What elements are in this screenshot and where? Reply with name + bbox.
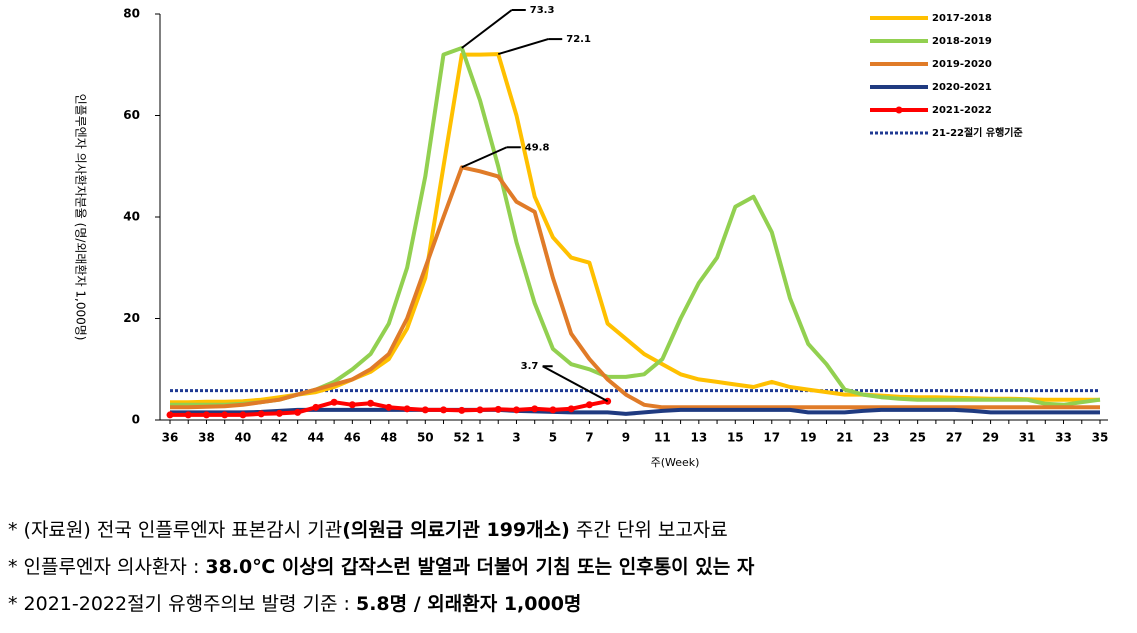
series-marker <box>330 398 338 406</box>
series-marker <box>549 406 557 414</box>
y-tick-label: 40 <box>123 210 140 224</box>
x-tick-label: 36 <box>162 431 179 445</box>
annotation-label: 72.1 <box>566 34 591 45</box>
footnote-part: * 2021-2022절기 유행주의보 발령 기준 : <box>8 593 356 615</box>
series-marker <box>476 406 484 414</box>
legend-label: 2017-2018 <box>932 13 992 24</box>
series-line <box>170 407 1100 416</box>
footnote-part: 주간 단위 보고자료 <box>570 519 728 541</box>
legend-label: 2021-2022 <box>932 105 992 116</box>
x-tick-label: 31 <box>1019 431 1036 445</box>
footnote: * 2021-2022절기 유행주의보 발령 기준 : 5.8명 / 외래환자 … <box>8 593 581 615</box>
series-marker <box>257 410 265 418</box>
series-line <box>170 46 1101 407</box>
series-marker <box>202 411 210 419</box>
series-marker <box>294 408 302 416</box>
annotation-label: 73.3 <box>530 5 555 16</box>
footnote-part: 38.0℃ 이상의 갑작스런 발열과 더불어 기침 또는 인후통이 있는 자 <box>205 556 754 578</box>
x-tick-label: 35 <box>1092 431 1109 445</box>
annotation-leader <box>542 365 609 403</box>
x-tick-label: 17 <box>763 431 780 445</box>
annotation-leader <box>461 9 513 49</box>
series-marker <box>440 406 448 414</box>
y-tick-label: 80 <box>123 7 140 21</box>
x-tick-label: 48 <box>380 431 397 445</box>
x-tick-label: 19 <box>800 431 817 445</box>
legend-label: 2018-2019 <box>932 36 992 47</box>
y-tick-label: 20 <box>123 311 140 325</box>
footnote-part: (의원급 의료기관 199개소) <box>342 519 570 541</box>
annotation-leader <box>461 146 508 169</box>
x-tick-label: 21 <box>836 431 853 445</box>
series-marker <box>348 401 356 409</box>
x-tick-label: 9 <box>622 431 630 445</box>
x-tick-label: 33 <box>1055 431 1072 445</box>
footnote: * (자료원) 전국 인플루엔자 표본감시 기관(의원급 의료기관 199개소)… <box>8 519 728 541</box>
series-marker <box>239 411 247 419</box>
series-marker <box>421 406 429 414</box>
series-marker <box>567 405 575 413</box>
x-tick-label: 1 <box>476 431 484 445</box>
x-tick-label: 42 <box>271 431 288 445</box>
x-tick-label: 52 <box>453 431 470 445</box>
x-tick-label: 29 <box>982 431 999 445</box>
x-tick-label: 13 <box>690 431 707 445</box>
series-marker <box>494 405 502 413</box>
series-marker <box>184 411 192 419</box>
series-marker <box>312 403 320 411</box>
series-marker <box>385 403 393 411</box>
footnote-part: * 인플루엔자 의사환자 : <box>8 556 205 578</box>
legend-label: 2019-2020 <box>932 59 992 70</box>
series-marker <box>221 411 229 419</box>
x-tick-label: 11 <box>654 431 671 445</box>
x-tick-label: 25 <box>909 431 926 445</box>
x-tick-label: 50 <box>417 431 434 445</box>
annotation-label: 49.8 <box>525 142 550 153</box>
y-axis-label: 인플루엔자 의사환자분율 (명/외래환자 1,000명) <box>74 94 88 341</box>
x-tick-label: 3 <box>512 431 520 445</box>
series-marker <box>512 406 520 414</box>
x-tick-label: 5 <box>549 431 557 445</box>
series-marker <box>585 401 593 409</box>
x-axis-label: 주(Week) <box>651 456 700 469</box>
x-tick-label: 38 <box>198 431 215 445</box>
series-marker <box>531 405 539 413</box>
x-tick-label: 7 <box>585 431 593 445</box>
annotation-label: 3.7 <box>521 361 539 372</box>
footnote-part: * (자료원) 전국 인플루엔자 표본감시 기관 <box>8 519 342 541</box>
series-line <box>170 165 1100 410</box>
x-tick-label: 23 <box>873 431 890 445</box>
legend-marker <box>895 106 903 114</box>
series-marker <box>275 409 283 417</box>
x-tick-label: 44 <box>308 431 325 445</box>
x-tick-label: 46 <box>344 431 361 445</box>
legend-label: 21-22절기 유행기준 <box>932 126 1023 139</box>
x-tick-label: 15 <box>727 431 744 445</box>
y-tick-label: 60 <box>123 108 140 122</box>
series-marker <box>367 399 375 407</box>
series-marker <box>458 406 466 414</box>
series-marker <box>166 411 174 419</box>
legend-label: 2020-2021 <box>932 82 992 93</box>
series-line <box>170 52 1100 405</box>
x-tick-label: 40 <box>235 431 252 445</box>
footnote: * 인플루엔자 의사환자 : 38.0℃ 이상의 갑작스런 발열과 더불어 기침… <box>8 556 755 578</box>
series-marker <box>403 405 411 413</box>
x-tick-label: 27 <box>946 431 963 445</box>
footnote-part: 5.8명 / 외래환자 1,000명 <box>356 593 581 615</box>
annotation-leader <box>497 38 549 56</box>
y-tick-label: 0 <box>132 413 140 427</box>
